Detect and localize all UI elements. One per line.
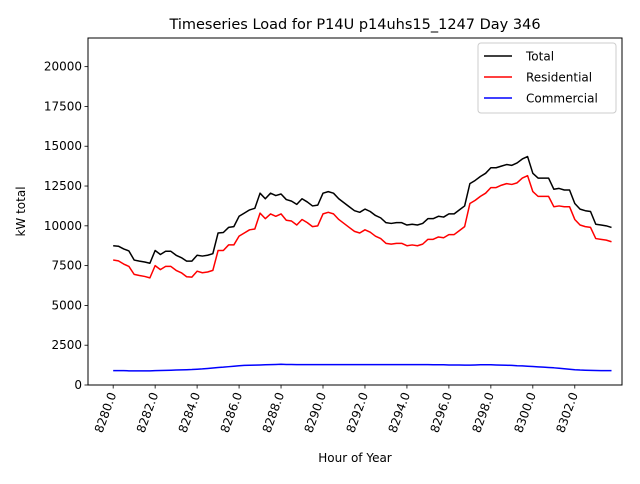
series-line-total xyxy=(113,155,612,264)
y-axis-ticks: 0 2500 5000 7500 10000 12500 15000 17500 20000 xyxy=(44,60,88,392)
y-tick-label: 0 xyxy=(74,378,82,392)
y-tick-label: 10000 xyxy=(44,219,82,233)
y-tick-label: 17500 xyxy=(44,99,82,113)
legend: Total Residential Commercial xyxy=(477,42,617,114)
y-tick-label: 12500 xyxy=(44,179,82,193)
legend-label-total: Total xyxy=(525,50,554,64)
y-tick-label: 2500 xyxy=(51,338,82,352)
y-axis-label: kW total xyxy=(14,186,28,236)
y-tick-label: 5000 xyxy=(51,298,82,312)
chart-title: Timeseries Load for P14U p14uhs15_1247 D… xyxy=(168,17,540,33)
legend-label-residential: Residential xyxy=(526,71,592,85)
plot-frame xyxy=(87,37,623,386)
series-line-commercial xyxy=(113,363,612,372)
x-axis-label: Hour of Year xyxy=(318,451,392,465)
y-tick-label: 7500 xyxy=(51,259,82,273)
legend-label-commercial: Commercial xyxy=(526,92,598,106)
y-tick-label: 20000 xyxy=(44,60,82,74)
series-line-residential xyxy=(113,174,612,279)
legend-frame xyxy=(477,42,617,114)
plot-series-group xyxy=(113,155,612,372)
y-tick-label: 15000 xyxy=(44,139,82,153)
